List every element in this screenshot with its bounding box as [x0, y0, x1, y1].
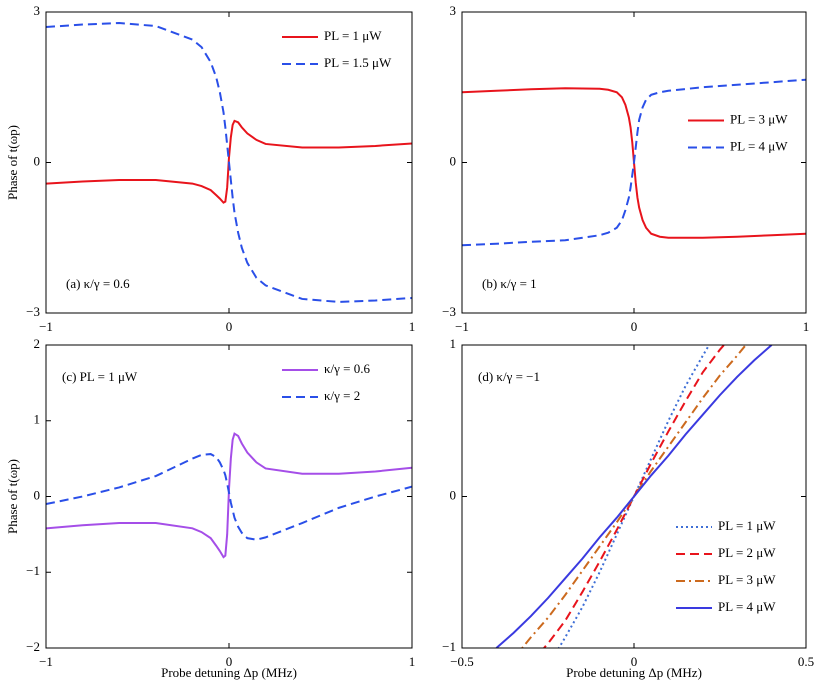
series-line — [520, 345, 748, 648]
y-tick-label: 3 — [34, 3, 41, 18]
axes-box — [45, 11, 413, 314]
y-tick-label: 0 — [34, 487, 41, 502]
panel: −3 0 3 −1 0 1 PL = 3 μW PL = 4 μW (b) κ/γ = 1 — [442, 3, 809, 334]
legend-label: PL = 2 μW — [718, 545, 776, 560]
legend-label: PL = 3 μW — [718, 572, 776, 587]
y-axis-label: Phase of t(ωp) — [5, 125, 20, 200]
axes-box — [461, 11, 807, 314]
series-line — [46, 119, 412, 204]
axes-box — [45, 344, 413, 649]
axes-box — [461, 344, 807, 649]
x-tick-label: 1 — [803, 319, 810, 334]
x-tick-label: 1 — [409, 319, 416, 334]
x-tick-label: 0 — [631, 654, 638, 669]
legend-label: PL = 4 μW — [718, 599, 776, 614]
legend: PL = 1 μW PL = 2 μW PL = 3 μW PL = 4 μW — [676, 518, 776, 614]
x-tick-label: −0.5 — [450, 654, 474, 669]
panel: −3 0 3 −1 0 1 PL = 1 μW PL = 1.5 μW (a) κ/γ = 0.… — [5, 3, 415, 334]
y-tick-label: −2 — [26, 639, 40, 654]
legend-label: PL = 3 μW — [730, 111, 788, 126]
x-tick-label: 0 — [631, 319, 638, 334]
annotation: (d) κ/γ = −1 — [478, 369, 540, 384]
y-tick-label: 0 — [34, 153, 41, 168]
y-tick-label: 1 — [34, 412, 41, 427]
y-tick-label: −3 — [26, 304, 40, 319]
x-tick-label: 0 — [226, 654, 233, 669]
y-tick-label: 1 — [450, 336, 457, 351]
y-tick-label: 0 — [450, 153, 457, 168]
y-tick-label: 3 — [450, 3, 457, 18]
series-line — [46, 432, 412, 559]
legend-label: PL = 1.5 μW — [324, 55, 392, 70]
annotation: (c) PL = 1 μW — [62, 369, 138, 384]
x-tick-label: −1 — [455, 319, 469, 334]
y-axis-label: Phase of t(ωp) — [5, 459, 20, 534]
annotation: (b) κ/γ = 1 — [482, 276, 537, 291]
series-line — [46, 453, 412, 541]
x-tick-label: 1 — [409, 654, 416, 669]
y-tick-label: 2 — [34, 336, 41, 351]
legend-label: PL = 1 μW — [324, 28, 382, 43]
x-axis-label: Probe detuning Δp (MHz) — [161, 665, 297, 680]
x-axis-label: Probe detuning Δp (MHz) — [566, 665, 702, 680]
y-tick-label: 0 — [450, 487, 457, 502]
x-tick-label: 0.5 — [798, 654, 814, 669]
x-tick-label: −1 — [39, 319, 53, 334]
y-tick-label: −1 — [442, 639, 456, 654]
legend-label: PL = 4 μW — [730, 138, 788, 153]
legend-label: κ/γ = 2 — [324, 388, 360, 403]
y-tick-label: −1 — [26, 563, 40, 578]
series-line — [46, 22, 412, 303]
y-tick-label: −3 — [442, 304, 456, 319]
x-tick-label: −1 — [39, 654, 53, 669]
series-line — [495, 345, 773, 648]
legend: κ/γ = 0.6 κ/γ = 2 — [282, 361, 370, 403]
legend-label: PL = 1 μW — [718, 518, 776, 533]
legend: PL = 3 μW PL = 4 μW — [688, 111, 788, 153]
series-line — [462, 78, 806, 247]
legend: PL = 1 μW PL = 1.5 μW — [282, 28, 392, 70]
legend-label: κ/γ = 0.6 — [324, 361, 370, 376]
annotation: (a) κ/γ = 0.6 — [66, 276, 130, 291]
x-tick-label: 0 — [226, 319, 233, 334]
